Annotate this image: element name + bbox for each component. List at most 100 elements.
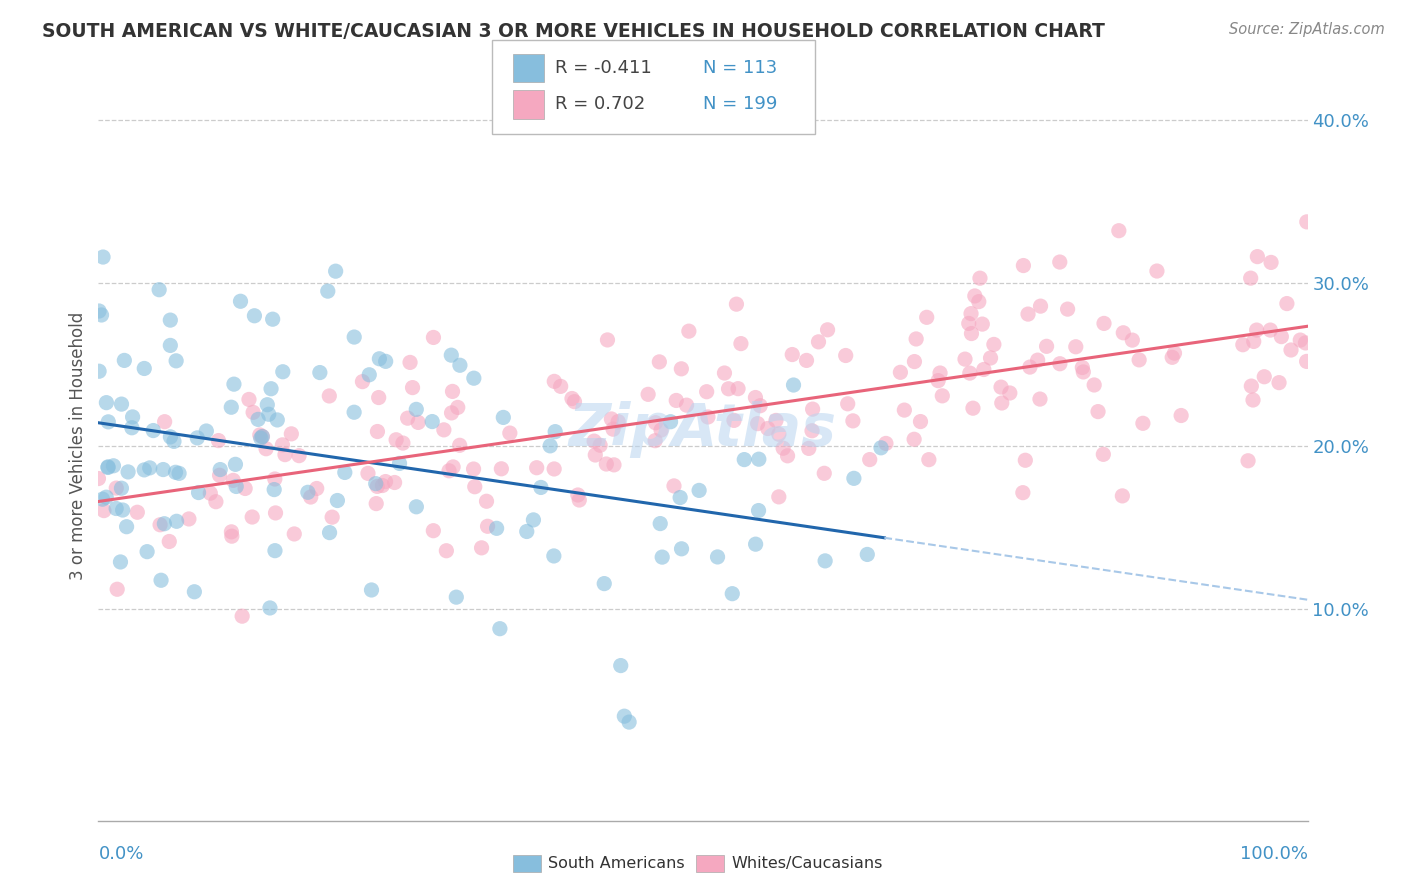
Point <box>243 309 266 323</box>
Point <box>209 462 232 476</box>
Point <box>91 250 114 264</box>
Point <box>127 505 149 519</box>
Point <box>1268 376 1291 390</box>
Text: N = 113: N = 113 <box>703 59 778 77</box>
Point <box>998 386 1021 401</box>
Point <box>1237 454 1260 468</box>
Point <box>1087 404 1109 418</box>
Point <box>1011 485 1033 500</box>
Point <box>149 517 172 532</box>
Text: South Americans: South Americans <box>548 856 685 871</box>
Text: R = -0.411: R = -0.411 <box>555 59 652 77</box>
Point <box>801 424 824 438</box>
Point <box>1121 333 1143 347</box>
Point <box>405 402 427 417</box>
Point <box>384 475 406 490</box>
Point <box>352 375 374 389</box>
Point <box>644 416 666 430</box>
Point <box>671 541 693 556</box>
Point <box>388 457 411 471</box>
Point <box>1246 323 1268 337</box>
Point <box>1241 392 1264 407</box>
Point <box>1270 329 1292 343</box>
Point <box>437 464 460 478</box>
Point <box>856 548 879 562</box>
Point <box>433 423 456 437</box>
Point <box>422 524 444 538</box>
Point <box>765 413 787 427</box>
Point <box>447 401 470 415</box>
Point <box>669 491 692 505</box>
Point <box>859 452 882 467</box>
Point <box>963 289 986 303</box>
Point <box>254 442 277 456</box>
Point <box>368 351 391 366</box>
Point <box>441 459 464 474</box>
Point <box>1083 378 1105 392</box>
Point <box>152 462 174 476</box>
Point <box>87 304 110 318</box>
Point <box>1260 255 1282 269</box>
Point <box>200 486 222 500</box>
Point <box>834 349 856 363</box>
Point <box>516 524 538 539</box>
Point <box>543 375 565 389</box>
Point <box>112 353 135 368</box>
Point <box>264 543 287 558</box>
Point <box>326 493 349 508</box>
Point <box>730 336 752 351</box>
Point <box>463 371 485 385</box>
Point <box>274 448 297 462</box>
Point <box>538 439 561 453</box>
Point <box>401 381 423 395</box>
Point <box>1049 255 1071 269</box>
Point <box>87 471 110 485</box>
Point <box>260 382 283 396</box>
Point <box>166 514 188 528</box>
Point <box>153 415 176 429</box>
Point <box>1232 337 1254 351</box>
Point <box>1132 417 1154 431</box>
Point <box>959 366 981 380</box>
Point <box>990 380 1012 394</box>
Point <box>150 574 173 588</box>
Point <box>440 348 463 362</box>
Point <box>744 391 766 405</box>
Point <box>229 294 252 309</box>
Point <box>801 402 824 417</box>
Point <box>205 494 228 508</box>
Point <box>136 544 159 558</box>
Point <box>231 609 253 624</box>
Point <box>727 382 749 396</box>
Point <box>782 378 804 392</box>
Point <box>797 442 820 456</box>
Point <box>441 384 464 399</box>
Point <box>225 479 247 493</box>
Point <box>543 462 565 476</box>
Point <box>1111 489 1133 503</box>
Text: Source: ZipAtlas.com: Source: ZipAtlas.com <box>1229 22 1385 37</box>
Point <box>153 516 176 531</box>
Point <box>723 413 745 427</box>
Point <box>271 365 294 379</box>
Point <box>780 347 803 361</box>
Point <box>434 543 457 558</box>
Point <box>617 715 640 730</box>
Point <box>1240 379 1263 393</box>
Point <box>105 481 128 495</box>
Point <box>91 492 114 507</box>
Point <box>1017 307 1039 321</box>
Point <box>121 409 143 424</box>
Point <box>325 264 347 278</box>
Point <box>842 414 865 428</box>
Point <box>671 361 693 376</box>
Point <box>748 452 770 467</box>
Point <box>650 423 672 437</box>
Point <box>696 384 718 399</box>
Point <box>96 490 118 504</box>
Point <box>111 503 134 517</box>
Point <box>238 392 260 407</box>
Point <box>973 362 995 376</box>
Point <box>263 483 285 497</box>
Point <box>366 497 388 511</box>
